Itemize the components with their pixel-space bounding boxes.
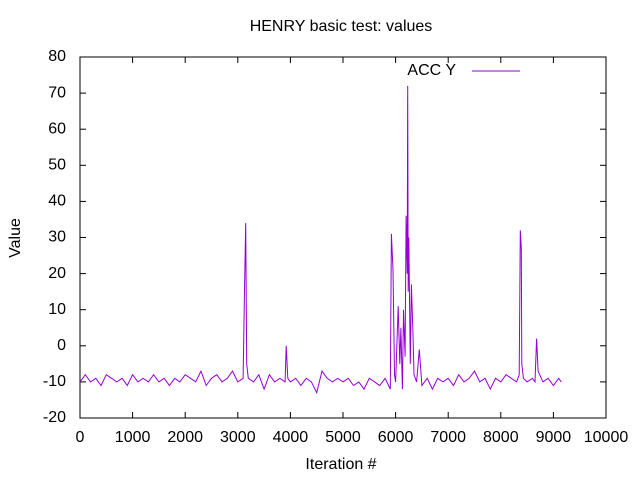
x-axis-label: Iteration #	[305, 456, 376, 473]
x-tick-label: 9000	[536, 429, 572, 446]
y-axis-label: Value	[7, 218, 24, 258]
y-tick-label: 30	[48, 229, 66, 246]
chart-title: HENRY basic test: values	[250, 18, 433, 35]
x-tick-label: 8000	[483, 429, 519, 446]
y-tick-label: 80	[48, 48, 66, 65]
plot-border	[79, 56, 607, 419]
data-line	[79, 85, 562, 395]
x-tick-label: 0	[76, 429, 85, 446]
y-tick-label: -20	[43, 409, 66, 426]
y-tick-label: 60	[48, 120, 66, 137]
y-tick-label: 50	[48, 157, 66, 174]
x-tick-label: 10000	[584, 429, 629, 446]
y-tick-label: 10	[48, 301, 66, 318]
x-tick-label: 6000	[378, 429, 414, 446]
y-tick-label: 40	[48, 193, 66, 210]
x-tick-label: 5000	[325, 429, 361, 446]
y-tick-label: -10	[43, 373, 66, 390]
x-tick-label: 7000	[430, 429, 466, 446]
y-tick-label: 20	[48, 265, 66, 282]
x-tick-label: 2000	[167, 429, 203, 446]
y-tick-label: 70	[48, 84, 66, 101]
y-tick-label: 0	[57, 337, 66, 354]
x-tick-label: 1000	[115, 429, 151, 446]
x-tick-label: 3000	[220, 429, 256, 446]
legend-label: ACC Y	[407, 62, 456, 79]
x-tick-label: 4000	[273, 429, 309, 446]
